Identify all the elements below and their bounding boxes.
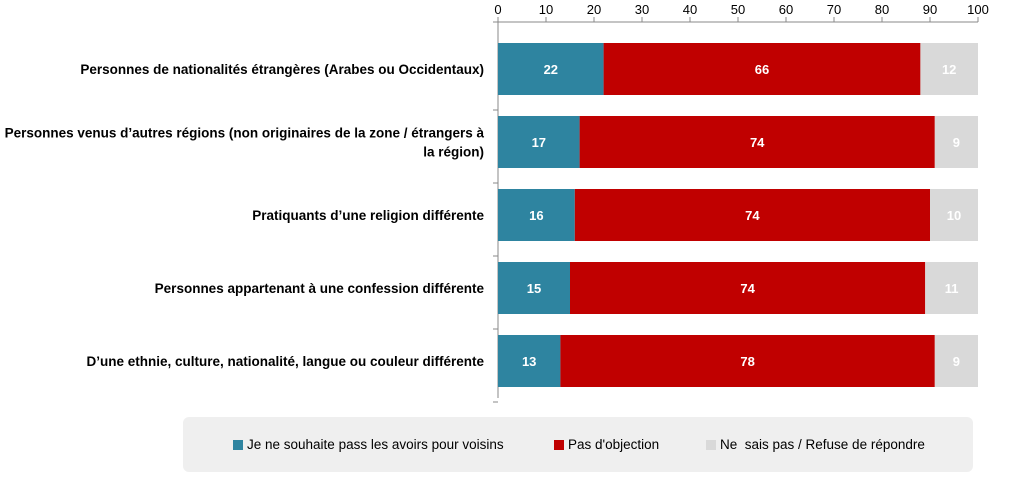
legend-item-0: Je ne souhaite pass les avoirs pour vois… xyxy=(233,437,504,452)
bar-segment xyxy=(934,335,978,387)
x-tick-label: 0 xyxy=(494,2,501,17)
bar-segment xyxy=(560,335,935,387)
data-label: 9 xyxy=(953,135,960,150)
data-label: 74 xyxy=(750,135,765,150)
bar-segment xyxy=(498,116,580,168)
data-label: 74 xyxy=(745,208,760,223)
data-label: 17 xyxy=(532,135,546,150)
bar-segment xyxy=(570,262,926,314)
bar-segment xyxy=(498,262,570,314)
legend-label-2: Ne sais pas / Refuse de répondre xyxy=(720,437,925,452)
category-labels: Personnes de nationalités étrangères (Ar… xyxy=(5,62,485,369)
data-label: 12 xyxy=(942,62,956,77)
x-tick-label: 30 xyxy=(635,2,649,17)
bar-segment xyxy=(574,189,930,241)
category-label: la région) xyxy=(423,145,484,160)
data-labels: 22 66 12 17 74 9 16 74 10 15 74 11 13 78 9 xyxy=(522,62,961,369)
legend-label-0: Je ne souhaite pass les avoirs pour vois… xyxy=(247,437,504,452)
category-label: Personnes venus d’autres régions (non or… xyxy=(5,126,485,141)
data-label: 13 xyxy=(522,354,536,369)
bar-segment xyxy=(579,116,935,168)
x-tick-label: 80 xyxy=(875,2,889,17)
data-label: 78 xyxy=(740,354,754,369)
category-label: Pratiquants d’une religion différente xyxy=(252,208,484,223)
x-tick-label: 40 xyxy=(683,2,697,17)
category-label: D’une ethnie, culture, nationalité, lang… xyxy=(86,354,484,369)
x-tick-label: 10 xyxy=(539,2,553,17)
x-tick-label: 50 xyxy=(731,2,745,17)
bar-segment xyxy=(498,189,575,241)
legend-swatch-2 xyxy=(706,439,716,450)
category-label: Personnes appartenant à une confession d… xyxy=(155,281,485,296)
category-label: Personnes de nationalités étrangères (Ar… xyxy=(80,62,484,77)
legend-item-1: Pas d'objection xyxy=(554,437,659,452)
legend: Je ne souhaite pass les avoirs pour vois… xyxy=(183,417,973,472)
data-label: 15 xyxy=(527,281,541,296)
legend-swatch-0 xyxy=(233,439,243,450)
x-tick-label: 70 xyxy=(827,2,841,17)
x-tick-label: 90 xyxy=(923,2,937,17)
data-label: 10 xyxy=(947,208,961,223)
x-tick-label: 100 xyxy=(967,2,989,17)
legend-item-2: Ne sais pas / Refuse de répondre xyxy=(706,437,925,452)
x-tick-label: 60 xyxy=(779,2,793,17)
stacked-bar-chart: 0 10 20 30 40 50 60 70 80 90 100 Personnes de nati… xyxy=(5,2,989,403)
data-label: 11 xyxy=(945,281,959,296)
bars xyxy=(498,43,978,387)
x-tick-label: 20 xyxy=(587,2,601,17)
bar-segment xyxy=(603,43,921,95)
data-label: 22 xyxy=(544,62,558,77)
bar-segment xyxy=(934,116,978,168)
legend-swatch-1 xyxy=(554,439,564,450)
data-label: 74 xyxy=(740,281,755,296)
data-label: 9 xyxy=(953,354,960,369)
bar-segment xyxy=(930,189,978,241)
legend-label-1: Pas d'objection xyxy=(568,437,660,452)
bar-segment xyxy=(498,335,561,387)
bar-segment xyxy=(498,43,604,95)
data-label: 16 xyxy=(529,208,543,223)
bar-segment xyxy=(925,262,978,314)
bar-segment xyxy=(920,43,978,95)
data-label: 66 xyxy=(755,62,769,77)
x-tick-labels: 0 10 20 30 40 50 60 70 80 90 100 xyxy=(494,2,988,17)
